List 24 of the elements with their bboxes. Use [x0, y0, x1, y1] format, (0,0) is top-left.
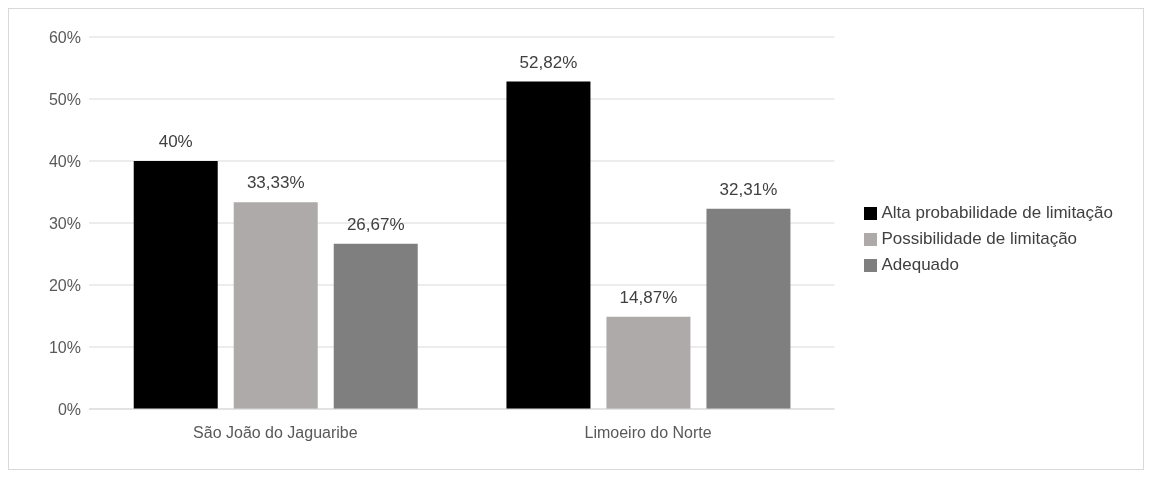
- legend-label: Possibilidade de limitação: [881, 229, 1078, 248]
- bar: [506, 81, 591, 409]
- y-tick-label: 40%: [48, 152, 81, 170]
- y-tick-label: 30%: [48, 214, 81, 232]
- bar: [606, 316, 691, 409]
- data-label: 52,82%: [519, 52, 578, 72]
- bar: [333, 243, 418, 409]
- y-tick-label: 50%: [48, 90, 81, 108]
- y-tick-label: 10%: [48, 338, 81, 356]
- y-tick-label: 20%: [48, 276, 81, 294]
- legend-label: Alta probabilidade de limitação: [881, 203, 1113, 222]
- data-label: 14,87%: [619, 287, 678, 307]
- bar: [233, 202, 318, 409]
- data-label: 33,33%: [246, 173, 305, 193]
- data-label: 26,67%: [346, 214, 405, 234]
- data-label: 40%: [158, 132, 193, 151]
- bar: [706, 208, 791, 409]
- x-tick-label: Limoeiro do Norte: [584, 424, 712, 442]
- y-tick-label: 60%: [48, 28, 81, 46]
- x-tick-label: São João do Jaguaribe: [193, 424, 358, 442]
- y-tick-label: 0%: [57, 400, 81, 418]
- data-label: 32,31%: [719, 179, 778, 199]
- bar: [133, 161, 218, 409]
- legend-label: Adequado: [881, 255, 959, 274]
